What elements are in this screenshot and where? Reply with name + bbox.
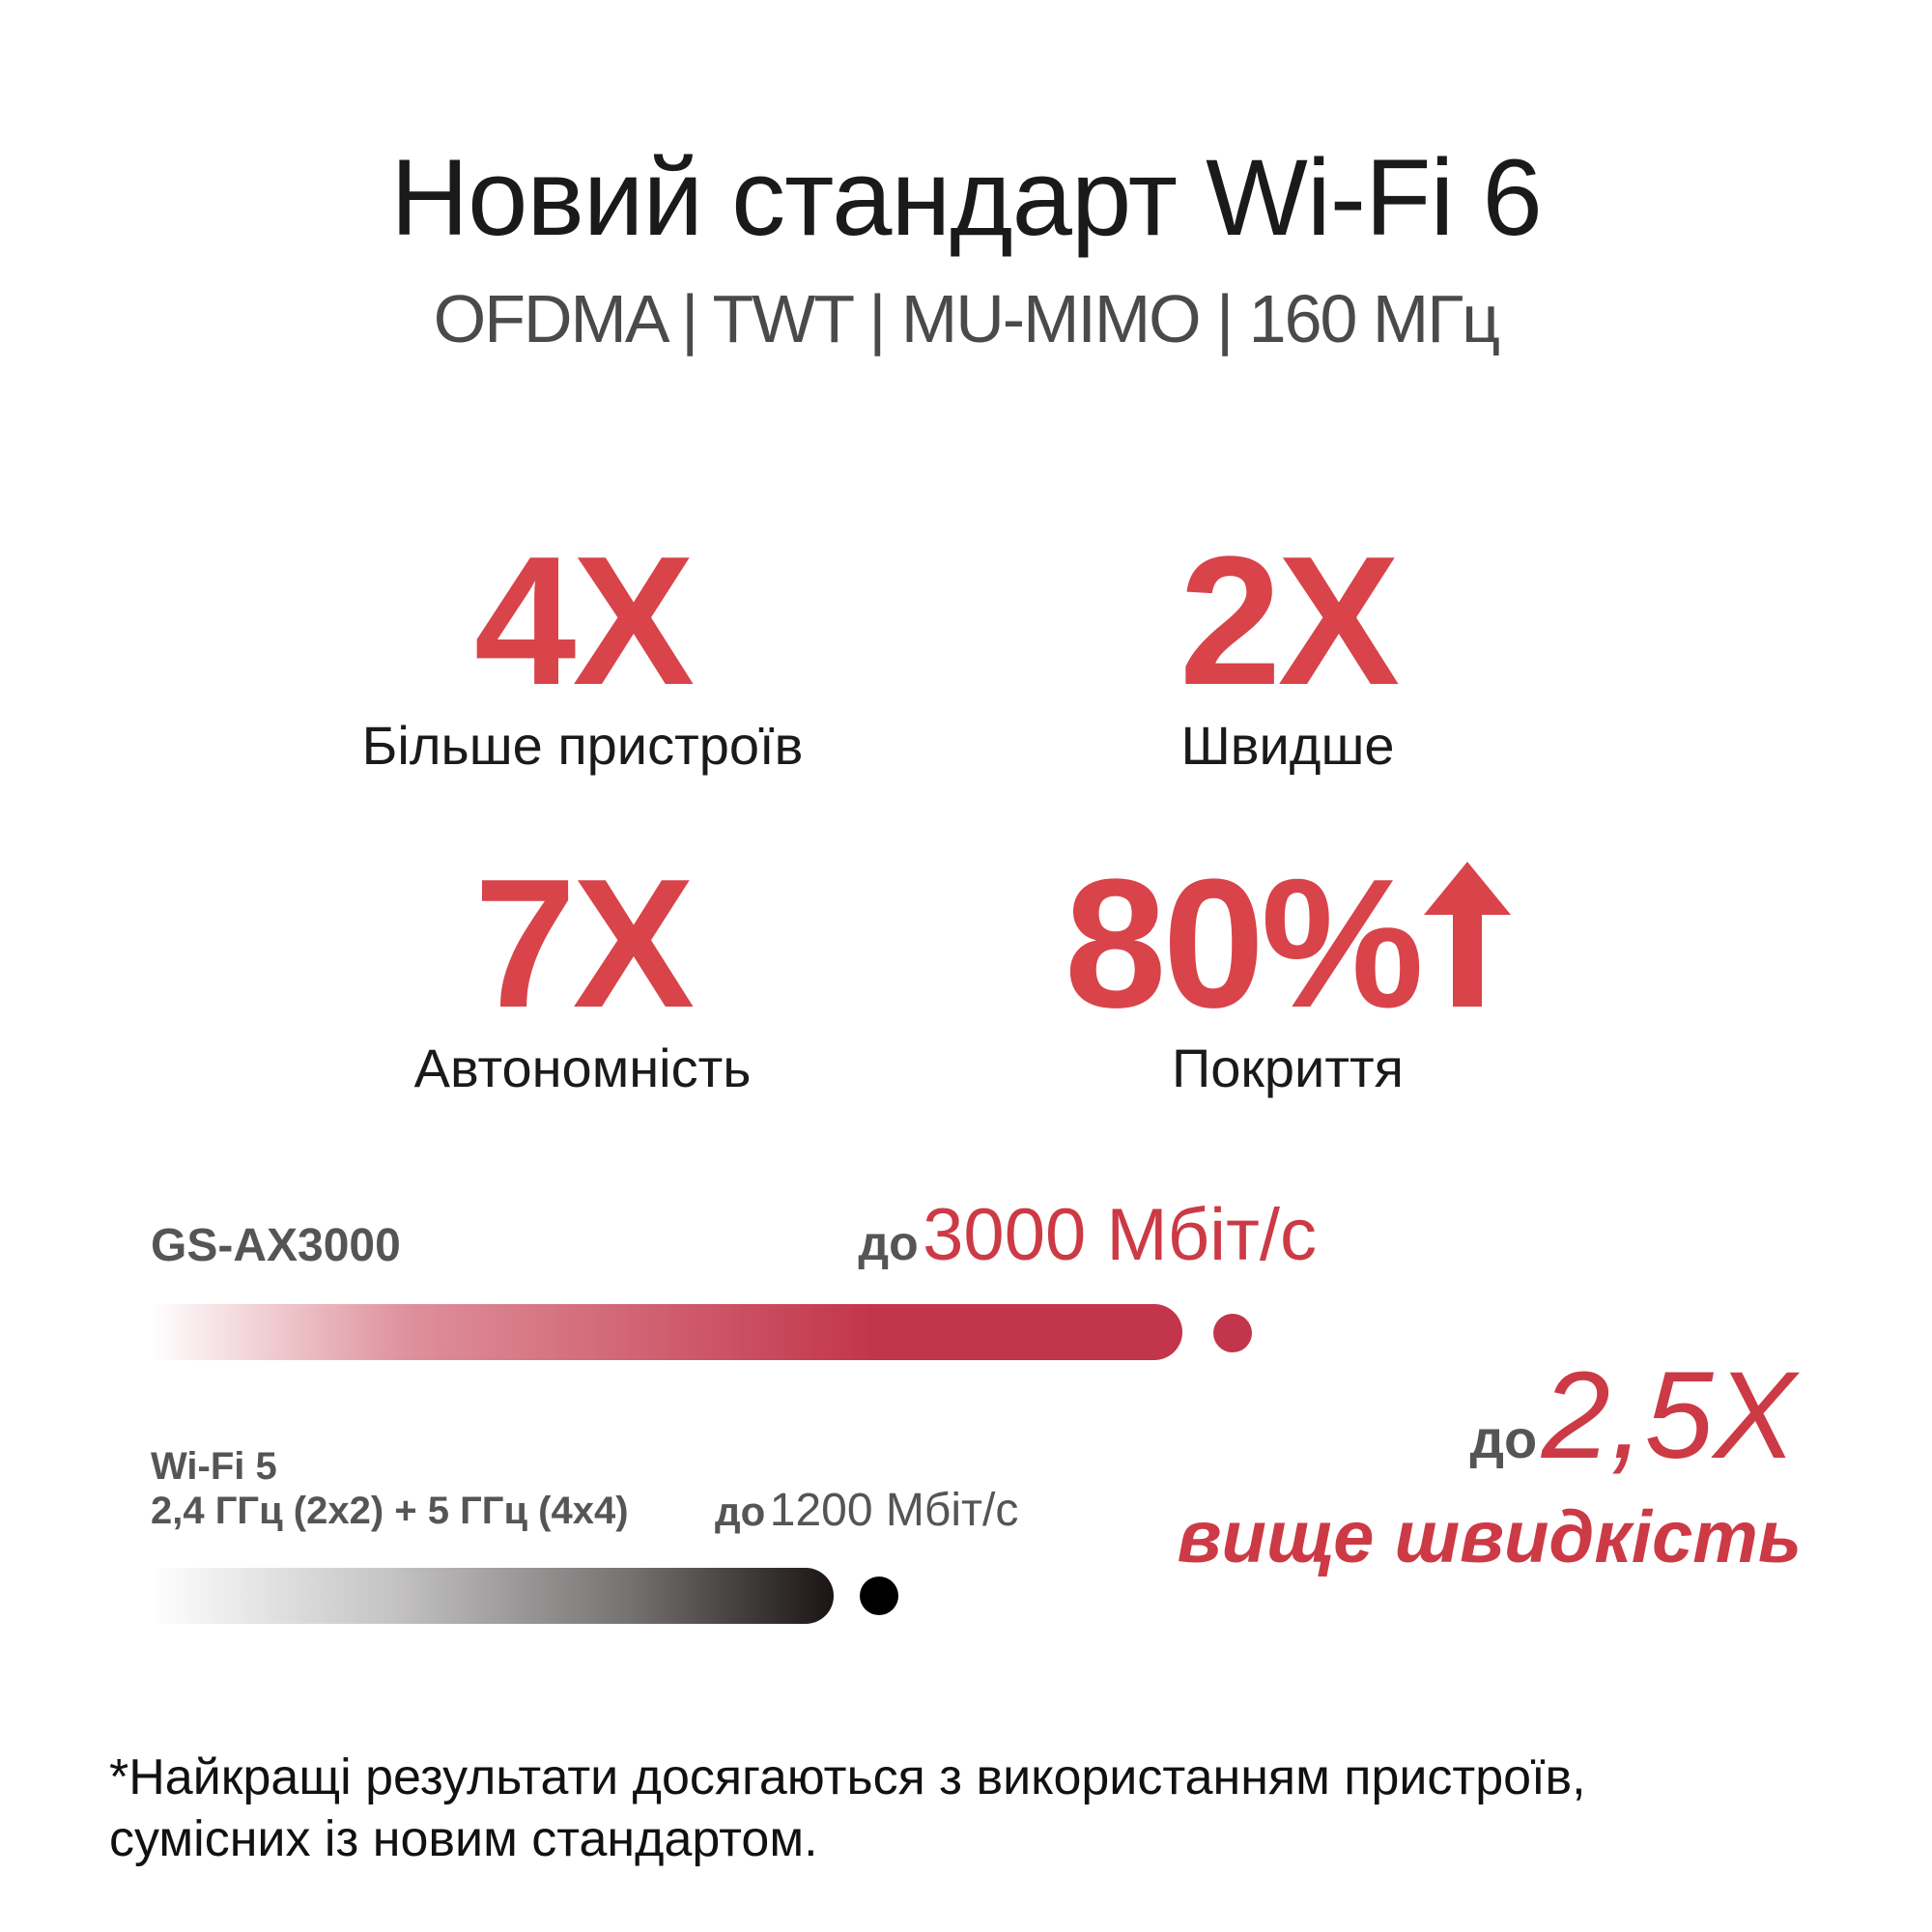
stat-label: Автономність [413,1037,752,1098]
gain-value: 2,5X [1541,1347,1796,1485]
speed-gain: до 2,5X [1469,1345,1796,1487]
speed-value: 1200 Мбіт/с [769,1485,1019,1536]
stat-value: 4X [473,519,695,724]
legacy-speed: до 1200 Мбіт/с [715,1484,1018,1537]
page-subtitle: OFDMA | TWT | MU-MIMO | 160 МГц [433,281,1500,356]
stat-battery: 7X Автономність [244,852,921,1095]
product-name: GS-AX3000 [151,1220,401,1271]
prefix: до [1469,1408,1538,1469]
stat-speed: 2X Швидше [950,529,1626,773]
arrow-up-icon [1424,852,1512,1036]
legacy-speed-bar [151,1568,834,1624]
footnote-line-1: *Найкращі результати досягаються з викор… [109,1749,1586,1805]
legacy-bands: 2,4 ГГц (2x2) + 5 ГГц (4x4) [151,1490,629,1532]
stat-devices: 4X Більше пристроїв [244,529,921,773]
stat-value: 7X [473,841,695,1046]
gain-caption: вище швидкість [1177,1496,1802,1578]
product-speed: до 3000 Мбіт/с [858,1193,1317,1277]
stat-value: 2X [1179,519,1400,724]
legacy-name: Wi-Fi 5 [151,1445,277,1488]
legacy-dot [860,1577,898,1615]
product-speed-bar [151,1304,1182,1360]
stat-coverage: 80% Покриття [950,852,1626,1095]
product-dot [1213,1314,1252,1352]
speed-value: 3000 Мбіт/с [923,1194,1317,1276]
stat-value: 80% [1064,841,1424,1046]
stat-label: Покриття [1172,1037,1404,1098]
footnote-line-2: сумісних із новим стандартом. [109,1811,818,1867]
prefix: до [715,1489,766,1534]
prefix: до [858,1216,919,1270]
page-title: Новий стандарт Wi-Fi 6 [390,137,1543,258]
stat-label: Швидше [1180,715,1395,776]
stat-label: Більше пристроїв [361,715,804,776]
